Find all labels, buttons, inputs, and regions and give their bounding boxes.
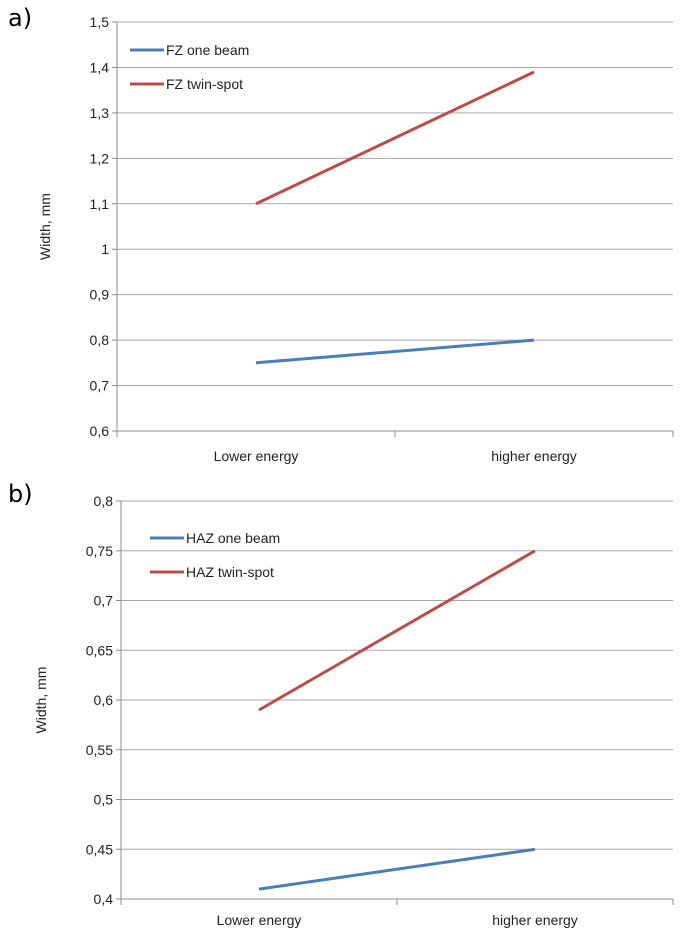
legend-label: HAZ one beam: [186, 530, 280, 546]
y-tick-label: 0,65: [86, 642, 113, 658]
y-tick-label: 1: [101, 241, 109, 257]
series-line-1: [258, 847, 536, 891]
y-tick-label: 1,3: [90, 105, 110, 121]
x-tick-label: higher energy: [491, 448, 577, 464]
y-axis-title: Width, mm: [33, 667, 49, 734]
series-line-1: [255, 338, 535, 365]
x-tick-label: higher energy: [492, 912, 578, 928]
y-tick-label: 0,75: [86, 543, 113, 559]
y-tick-label: 0,6: [94, 692, 114, 708]
legend-label: HAZ twin-spot: [186, 564, 274, 580]
legend-label: FZ twin-spot: [166, 76, 243, 92]
series-line-2: [258, 549, 536, 712]
y-tick-label: 0,8: [90, 332, 110, 348]
legend-label: FZ one beam: [166, 42, 249, 58]
panel-label: b): [8, 480, 33, 508]
y-tick-label: 0,45: [86, 841, 113, 857]
y-tick-label: 1,4: [90, 59, 110, 75]
y-tick-label: 0,9: [90, 287, 110, 303]
x-tick-label: Lower energy: [214, 448, 299, 464]
y-tick-label: 0,8: [94, 493, 114, 509]
x-tick-label: Lower energy: [217, 912, 302, 928]
y-axis-title: Width, mm: [37, 193, 53, 260]
y-tick-label: 1,5: [90, 14, 110, 30]
chart-panel-1: a) 0,6 0,7 0,8 0,9 1 1,1 1,2 1,3 1,4 1,5 Lower ener…: [8, 4, 674, 464]
y-tick-label: 1,1: [90, 196, 110, 212]
chart-panel-2: b) 0,4 0,45 0,5 0,55 0,6 0,65 0,7 0,75 0,8 Lower e…: [8, 480, 674, 928]
y-tick-label: 0,6: [90, 423, 110, 439]
y-tick-label: 0,55: [86, 742, 113, 758]
y-tick-label: 0,7: [90, 378, 110, 394]
panel-label: a): [8, 4, 32, 32]
y-tick-label: 1,2: [90, 150, 110, 166]
y-tick-label: 0,7: [94, 593, 114, 609]
y-tick-label: 0,4: [94, 891, 114, 907]
y-tick-label: 0,5: [94, 792, 114, 808]
series-line-2: [255, 70, 535, 206]
